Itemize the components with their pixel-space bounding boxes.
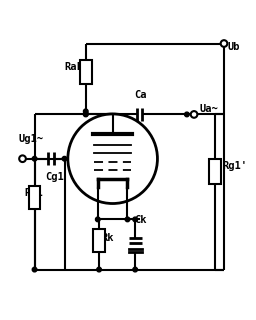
Text: Cg1: Cg1 [45, 172, 63, 182]
Circle shape [32, 156, 37, 161]
Circle shape [19, 156, 26, 162]
Circle shape [32, 267, 37, 272]
Text: RaL: RaL [64, 62, 83, 72]
Text: Rk: Rk [101, 233, 114, 243]
Circle shape [97, 267, 101, 272]
Circle shape [62, 156, 67, 161]
Bar [93, 229, 105, 252]
Text: Ua~: Ua~ [199, 104, 218, 114]
Bar [29, 186, 40, 209]
Circle shape [83, 109, 88, 114]
Circle shape [221, 40, 227, 47]
Circle shape [83, 112, 88, 117]
Circle shape [83, 112, 88, 116]
Circle shape [125, 217, 130, 222]
Circle shape [185, 112, 189, 117]
Circle shape [191, 111, 197, 118]
Text: Rg1': Rg1' [223, 162, 248, 172]
Circle shape [95, 217, 100, 222]
Circle shape [133, 267, 137, 272]
Text: Ug1~: Ug1~ [19, 134, 44, 144]
Circle shape [133, 217, 137, 222]
Text: Rg1: Rg1 [24, 188, 43, 198]
Text: Ca: Ca [134, 90, 146, 100]
Bar [80, 60, 92, 84]
Text: Ck: Ck [134, 215, 146, 225]
Bar [209, 159, 221, 184]
Text: Ub: Ub [227, 42, 240, 52]
